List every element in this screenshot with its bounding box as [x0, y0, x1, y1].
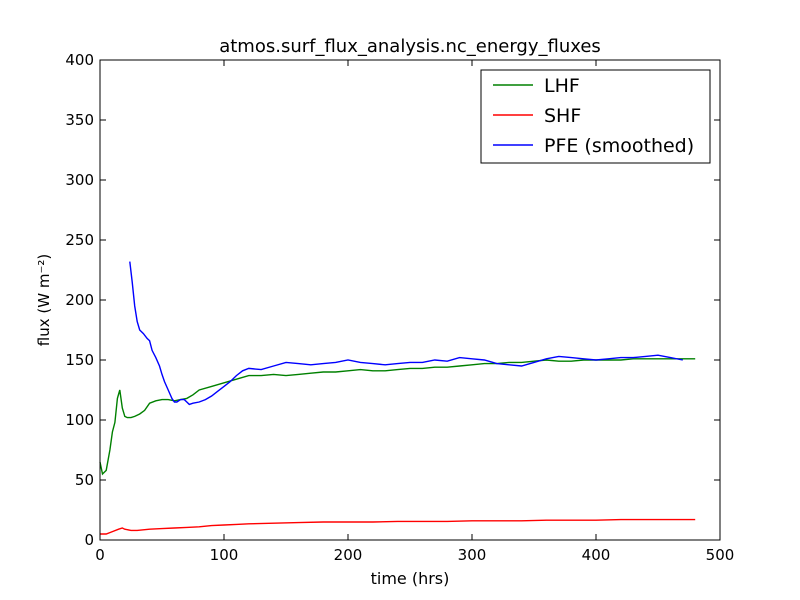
series-line-0 — [99, 358, 696, 476]
y-tick-label: 400 — [65, 51, 94, 69]
chart-title: atmos.surf_flux_analysis.nc_energy_fluxe… — [219, 36, 601, 57]
legend-label-1: SHF — [544, 105, 581, 127]
y-tick-label: 300 — [65, 171, 94, 189]
x-tick-label: 400 — [582, 546, 611, 564]
series-line-2 — [129, 261, 683, 406]
series-line-1 — [100, 518, 696, 535]
x-tick-label: 500 — [706, 546, 735, 564]
y-tick-label: 100 — [65, 411, 94, 429]
x-axis-label: time (hrs) — [371, 569, 450, 588]
x-tick-label: 100 — [210, 546, 239, 564]
y-axis-label: flux (W m⁻²) — [35, 254, 53, 346]
x-tick-label: 300 — [458, 546, 487, 564]
y-tick-label: 350 — [65, 111, 94, 129]
x-tick-label: 200 — [334, 546, 363, 564]
axis-layer: 0 100 200 300 400 500 0 50 100 150 200 250 300 350 400 — [65, 51, 734, 564]
y-tick-label: 150 — [65, 351, 94, 369]
y-tick-label: 0 — [84, 531, 94, 549]
legend: LHF SHF PFE (smoothed) — [480, 69, 711, 164]
y-tick-label: 50 — [75, 471, 94, 489]
x-tick-label: 0 — [95, 546, 105, 564]
y-tick-label: 250 — [65, 231, 94, 249]
legend-label-0: LHF — [544, 75, 580, 97]
y-tick-label: 200 — [65, 291, 94, 309]
series-layer — [99, 261, 696, 535]
legend-label-2: PFE (smoothed) — [544, 135, 694, 157]
